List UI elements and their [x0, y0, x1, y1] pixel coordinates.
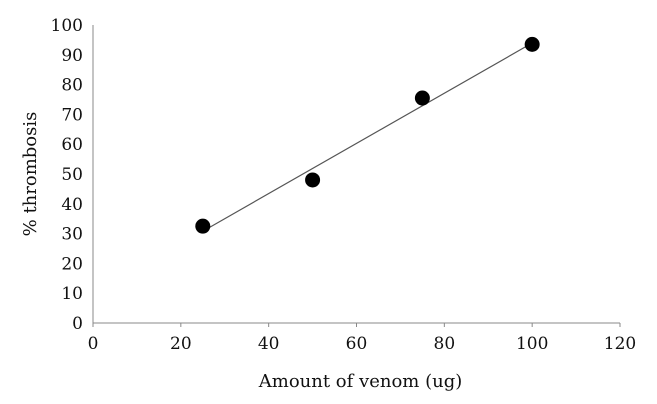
y-tick-label: 90	[61, 46, 83, 66]
trendline	[202, 42, 533, 232]
y-axis-title: % thrombosis	[20, 112, 41, 237]
y-tick-label: 30	[61, 225, 83, 245]
x-axis-title: Amount of venom (ug)	[258, 371, 462, 392]
data-point	[414, 90, 430, 106]
axes	[92, 25, 620, 324]
x-tick-label: 0	[88, 334, 99, 354]
data-point	[195, 218, 211, 234]
y-tick-labels: 0 10 20 30 40 50 60 70 80 90 100	[51, 16, 83, 334]
data-points	[195, 36, 540, 234]
x-tick-label: 100	[516, 334, 548, 354]
y-tick-label: 40	[61, 195, 83, 215]
y-tick-label: 10	[61, 284, 83, 304]
y-tick-label: 20	[61, 254, 83, 274]
data-point	[305, 172, 321, 188]
x-tick-label: 20	[170, 334, 192, 354]
data-point	[524, 36, 540, 52]
y-tick-label: 0	[72, 314, 83, 334]
x-tick-label: 40	[258, 334, 280, 354]
y-tick-label: 60	[61, 135, 83, 155]
x-tick-label: 120	[604, 334, 636, 354]
x-tick-labels: 0 20 40 60 80 100 120	[88, 323, 636, 354]
x-tick-label: 60	[346, 334, 368, 354]
y-tick-label: 80	[61, 76, 83, 96]
x-tick-label: 80	[434, 334, 456, 354]
trendline-layer	[202, 42, 533, 232]
y-tick-label: 50	[61, 165, 83, 185]
y-tick-label: 70	[61, 105, 83, 125]
y-tick-label: 100	[51, 16, 83, 36]
